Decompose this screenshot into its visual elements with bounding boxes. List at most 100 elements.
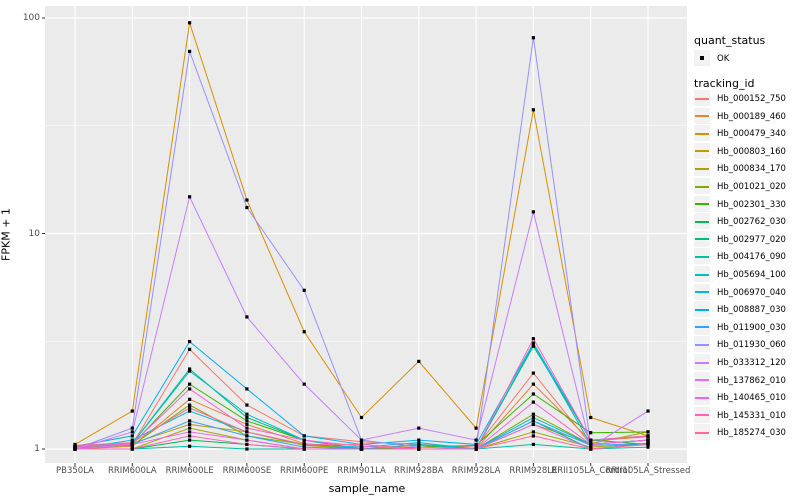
data-point-marker bbox=[646, 434, 650, 438]
data-point-marker bbox=[417, 438, 421, 442]
data-point-marker bbox=[188, 419, 192, 423]
legend-item-label: Hb_000152_750 bbox=[717, 94, 786, 104]
legend-title-quant-status: quant_status bbox=[694, 34, 766, 47]
data-point-marker bbox=[245, 434, 249, 438]
data-point-marker bbox=[188, 426, 192, 430]
y-tick-label: 1 bbox=[34, 444, 40, 454]
data-point-marker bbox=[302, 445, 306, 449]
data-point-marker bbox=[531, 392, 535, 396]
data-point-marker bbox=[188, 422, 192, 427]
legend-color-line-icon bbox=[695, 343, 709, 346]
legend-key-box bbox=[694, 125, 710, 142]
legend-color-line-icon bbox=[695, 361, 709, 364]
data-point-marker bbox=[589, 442, 593, 447]
data-point-marker bbox=[531, 412, 535, 416]
data-point-marker bbox=[417, 426, 421, 430]
data-point-marker bbox=[245, 315, 249, 319]
legend-color-line-icon bbox=[695, 308, 709, 311]
data-point-marker bbox=[188, 49, 192, 53]
data-point-marker bbox=[302, 330, 306, 334]
legend-key-box bbox=[694, 178, 710, 194]
legend-key-box bbox=[694, 266, 710, 282]
data-point-marker bbox=[130, 426, 134, 430]
legend-title-tracking-id: tracking_id bbox=[694, 77, 755, 90]
legend-key-box bbox=[694, 142, 710, 159]
y-tick-label: 100 bbox=[22, 13, 40, 23]
data-point-marker bbox=[302, 288, 306, 292]
legend-item-label: OK bbox=[717, 54, 730, 64]
legend-item-label: Hb_002301_330 bbox=[717, 199, 786, 210]
legend-item-label: Hb_004176_090 bbox=[717, 252, 786, 263]
legend-item-label: Hb_185274_030 bbox=[717, 428, 786, 439]
data-point-marker bbox=[474, 447, 478, 451]
legend-key-box bbox=[694, 318, 710, 335]
data-point-marker bbox=[646, 442, 650, 447]
data-point-marker bbox=[417, 442, 421, 447]
x-tick-label-RRIM901LA: RRIM901LA bbox=[337, 466, 386, 476]
data-point-marker bbox=[359, 438, 364, 442]
x-tick-label-RRIM600SE: RRIM600SE bbox=[222, 466, 272, 476]
data-point-marker bbox=[302, 434, 306, 438]
data-point-marker bbox=[130, 441, 134, 445]
data-point-marker bbox=[188, 369, 192, 373]
x-tick-label-RRIM600LE: RRIM600LE bbox=[165, 466, 214, 476]
data-point-marker bbox=[245, 403, 249, 407]
legend-item-label: Hb_002762_030 bbox=[717, 217, 786, 228]
data-point-marker bbox=[589, 447, 593, 451]
x-tick-label-PB350LA: PB350LA bbox=[56, 466, 94, 476]
data-point-marker bbox=[130, 409, 134, 413]
data-point-marker bbox=[245, 442, 249, 447]
data-point-marker bbox=[73, 443, 77, 447]
legend-color-line-icon bbox=[695, 167, 709, 170]
legend-color-line-icon bbox=[695, 396, 709, 399]
data-point-marker bbox=[302, 447, 306, 451]
data-point-marker bbox=[302, 438, 306, 442]
data-point-marker bbox=[359, 415, 364, 420]
legend-key-box bbox=[694, 50, 710, 66]
data-point-marker bbox=[359, 442, 364, 447]
data-point-marker bbox=[245, 438, 249, 442]
data-point-marker bbox=[589, 431, 593, 435]
data-point-marker bbox=[188, 444, 192, 448]
legend-item-label: Hb_005694_100 bbox=[717, 270, 786, 280]
data-point-marker bbox=[359, 440, 364, 444]
legend-item-label: Hb_000189_460 bbox=[717, 111, 786, 122]
legend-color-line-icon bbox=[695, 431, 709, 434]
legend-color-line-icon bbox=[695, 326, 709, 329]
legend-key-box bbox=[694, 195, 710, 212]
legend-color-line-icon bbox=[695, 115, 709, 118]
legend-item-label: Hb_006970_040 bbox=[717, 287, 786, 298]
data-point-marker bbox=[531, 341, 535, 345]
legend-item-label: Hb_002977_020 bbox=[717, 234, 786, 245]
x-tick-label-RRIM600LA: RRIM600LA bbox=[107, 466, 157, 476]
data-point-marker bbox=[188, 195, 192, 199]
data-point-marker bbox=[188, 434, 192, 438]
data-point-marker bbox=[531, 442, 535, 447]
data-point-marker bbox=[73, 447, 77, 451]
x-axis-title: sample_name bbox=[328, 482, 406, 495]
data-point-marker bbox=[188, 367, 192, 371]
data-point-marker bbox=[531, 419, 535, 423]
legend-item-label: Hb_145331_010 bbox=[717, 410, 786, 421]
data-point-marker bbox=[646, 409, 650, 413]
data-point-marker bbox=[188, 340, 192, 344]
legend-item-label: Hb_140465_010 bbox=[717, 393, 786, 404]
data-point-marker bbox=[531, 108, 535, 112]
data-point-marker bbox=[188, 430, 192, 434]
legend-item-label: Hb_000479_340 bbox=[717, 129, 786, 140]
data-point-marker bbox=[302, 442, 306, 447]
data-point-marker bbox=[245, 387, 249, 391]
data-point-marker bbox=[245, 426, 249, 430]
data-point-marker bbox=[73, 445, 77, 449]
legend-key-box bbox=[694, 371, 710, 388]
legend-key-box bbox=[694, 90, 710, 106]
data-point-marker bbox=[245, 412, 249, 416]
legend-color-line-icon bbox=[695, 203, 709, 206]
data-point-marker bbox=[188, 382, 192, 386]
data-point-marker bbox=[531, 400, 535, 404]
data-point-marker bbox=[531, 36, 535, 40]
legend-color-line-icon bbox=[695, 185, 709, 188]
data-point-marker bbox=[188, 438, 192, 442]
legend-key-box bbox=[694, 301, 710, 318]
